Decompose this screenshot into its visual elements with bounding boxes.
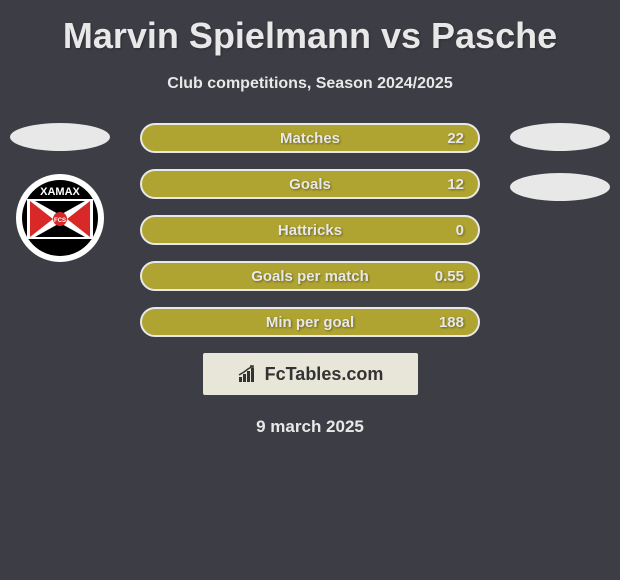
stat-value: 22 [447,130,464,147]
stats-area: XAMAX FCS Matches 22 Goals 12 Hattricks … [0,123,620,437]
brand-attribution: FcTables.com [203,353,418,395]
brand-name: FcTables.com [265,364,384,385]
svg-text:FCS: FCS [54,218,66,224]
season-subtitle: Club competitions, Season 2024/2025 [0,75,620,93]
stats-container: Matches 22 Goals 12 Hattricks 0 Goals pe… [140,123,480,337]
left-badges-column: XAMAX FCS [10,123,110,263]
right-badges-column [510,123,610,223]
club-logo-xamax: XAMAX FCS [15,173,105,263]
stat-label: Goals per match [251,268,369,285]
stat-bar-min-per-goal: Min per goal 188 [140,307,480,337]
stat-value: 188 [439,314,464,331]
player-badge-oval [510,123,610,151]
stat-value: 12 [447,176,464,193]
stat-label: Matches [280,130,340,147]
stat-value: 0.55 [435,268,464,285]
stat-label: Hattricks [278,222,342,239]
report-date: 9 march 2025 [0,417,620,437]
comparison-title: Marvin Spielmann vs Pasche [0,0,620,57]
svg-text:XAMAX: XAMAX [40,186,80,198]
stat-label: Min per goal [266,314,354,331]
stat-bar-goals: Goals 12 [140,169,480,199]
chart-icon [237,365,259,383]
stat-bar-hattricks: Hattricks 0 [140,215,480,245]
player-badge-oval [510,173,610,201]
player-badge-oval [10,123,110,151]
stat-value: 0 [456,222,464,239]
stat-bar-goals-per-match: Goals per match 0.55 [140,261,480,291]
stat-label: Goals [289,176,331,193]
stat-bar-matches: Matches 22 [140,123,480,153]
